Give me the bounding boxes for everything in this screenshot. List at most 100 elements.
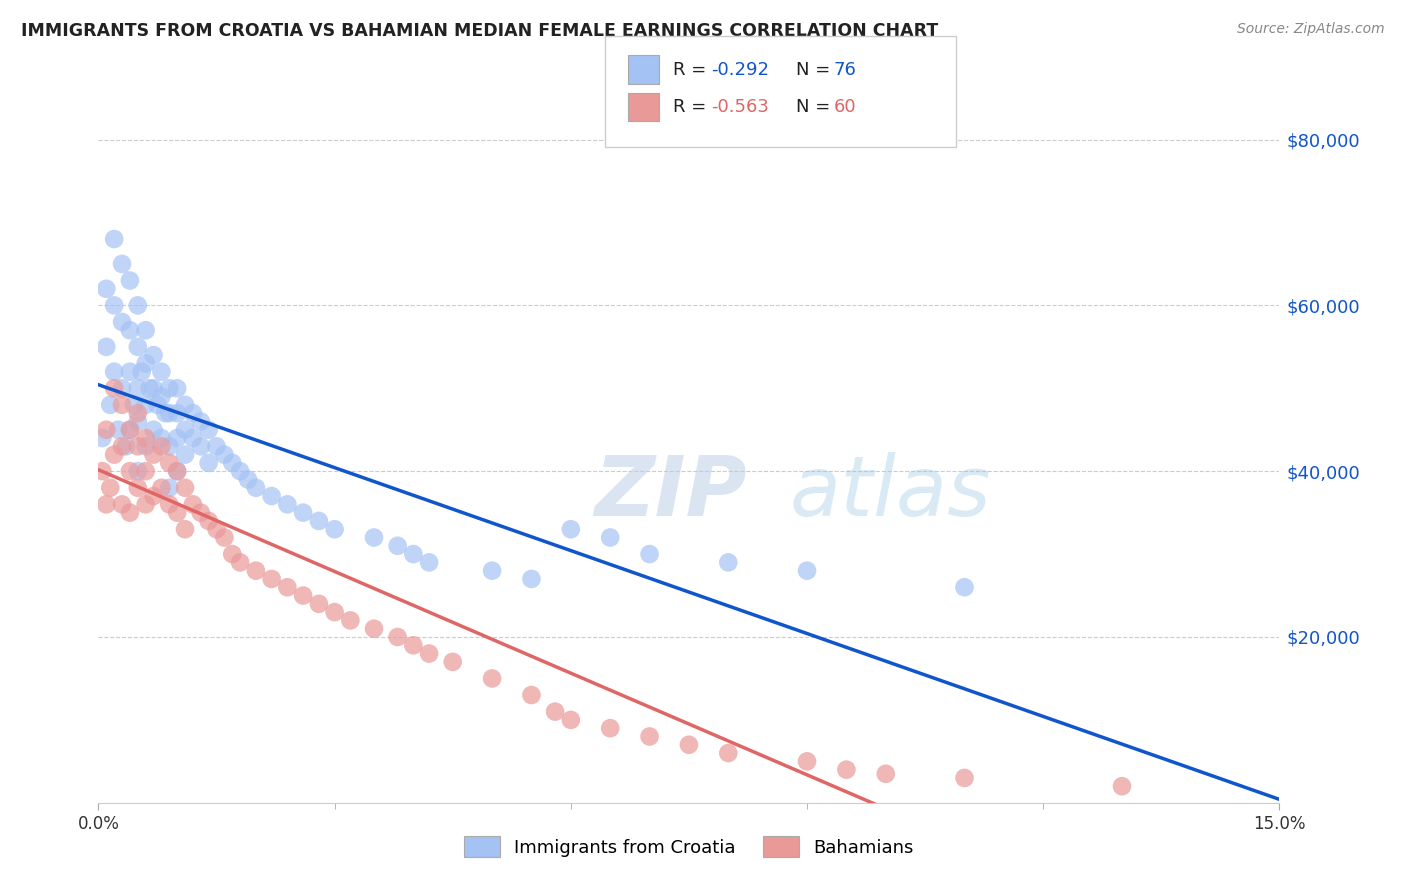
Point xyxy=(127,340,149,354)
Point xyxy=(292,506,315,520)
Point xyxy=(363,531,385,545)
Point xyxy=(150,481,173,495)
Point xyxy=(181,431,204,445)
Point xyxy=(142,348,165,362)
Point xyxy=(127,439,149,453)
Point xyxy=(174,423,197,437)
Point xyxy=(560,713,582,727)
Point xyxy=(560,522,582,536)
Point xyxy=(418,555,440,569)
Point xyxy=(135,323,157,337)
Point xyxy=(146,398,169,412)
Point xyxy=(875,766,897,780)
Point xyxy=(127,381,149,395)
Point xyxy=(387,630,409,644)
Point xyxy=(166,506,188,520)
Point xyxy=(118,464,141,478)
Point xyxy=(103,232,125,246)
Point xyxy=(835,763,858,777)
Point xyxy=(118,365,141,379)
Point xyxy=(214,448,236,462)
Point xyxy=(98,398,121,412)
Point xyxy=(387,539,409,553)
Point xyxy=(115,439,138,453)
Point xyxy=(260,572,283,586)
Point xyxy=(418,647,440,661)
Point xyxy=(292,589,315,603)
Point xyxy=(142,381,165,395)
Point xyxy=(339,614,361,628)
Text: 60: 60 xyxy=(834,98,856,116)
Point xyxy=(402,547,425,561)
Text: R =: R = xyxy=(673,98,713,116)
Point xyxy=(166,464,188,478)
Point xyxy=(197,423,219,437)
Point xyxy=(181,406,204,420)
Point xyxy=(599,721,621,735)
Point xyxy=(308,597,330,611)
Point xyxy=(481,672,503,686)
Point xyxy=(135,398,157,412)
Point xyxy=(91,464,114,478)
Point xyxy=(157,456,180,470)
Point xyxy=(98,481,121,495)
Point xyxy=(214,531,236,545)
Point xyxy=(520,572,543,586)
Point xyxy=(441,655,464,669)
Point xyxy=(402,638,425,652)
Point xyxy=(481,564,503,578)
Point xyxy=(111,381,134,395)
Point xyxy=(96,497,118,511)
Point xyxy=(118,423,141,437)
Point xyxy=(197,514,219,528)
Point xyxy=(127,481,149,495)
Point xyxy=(96,340,118,354)
Point xyxy=(127,406,149,420)
Point xyxy=(190,439,212,453)
Point xyxy=(276,580,298,594)
Point xyxy=(135,464,157,478)
Point xyxy=(142,489,165,503)
Text: N =: N = xyxy=(796,98,835,116)
Point xyxy=(122,398,145,412)
Point xyxy=(103,448,125,462)
Text: 76: 76 xyxy=(834,61,856,78)
Text: ZIP: ZIP xyxy=(595,452,747,533)
Point xyxy=(157,381,180,395)
Point xyxy=(142,448,165,462)
Point xyxy=(221,547,243,561)
Point xyxy=(229,555,252,569)
Point xyxy=(166,431,188,445)
Point xyxy=(142,423,165,437)
Point xyxy=(638,547,661,561)
Point xyxy=(166,381,188,395)
Point xyxy=(135,439,157,453)
Point xyxy=(118,273,141,287)
Point xyxy=(107,423,129,437)
Point xyxy=(150,431,173,445)
Point xyxy=(127,298,149,312)
Point xyxy=(166,406,188,420)
Point xyxy=(245,481,267,495)
Point xyxy=(190,506,212,520)
Point xyxy=(638,730,661,744)
Point xyxy=(127,464,149,478)
Point xyxy=(953,580,976,594)
Point xyxy=(205,522,228,536)
Point xyxy=(166,464,188,478)
Point xyxy=(205,439,228,453)
Text: N =: N = xyxy=(796,61,835,78)
Point xyxy=(111,497,134,511)
Point xyxy=(796,755,818,769)
Text: atlas: atlas xyxy=(789,452,991,533)
Point xyxy=(96,423,118,437)
Point xyxy=(111,398,134,412)
Point xyxy=(190,414,212,428)
Point xyxy=(135,431,157,445)
Point xyxy=(181,497,204,511)
Point xyxy=(260,489,283,503)
Point xyxy=(221,456,243,470)
Text: R =: R = xyxy=(673,61,713,78)
Point xyxy=(155,406,177,420)
Point xyxy=(245,564,267,578)
